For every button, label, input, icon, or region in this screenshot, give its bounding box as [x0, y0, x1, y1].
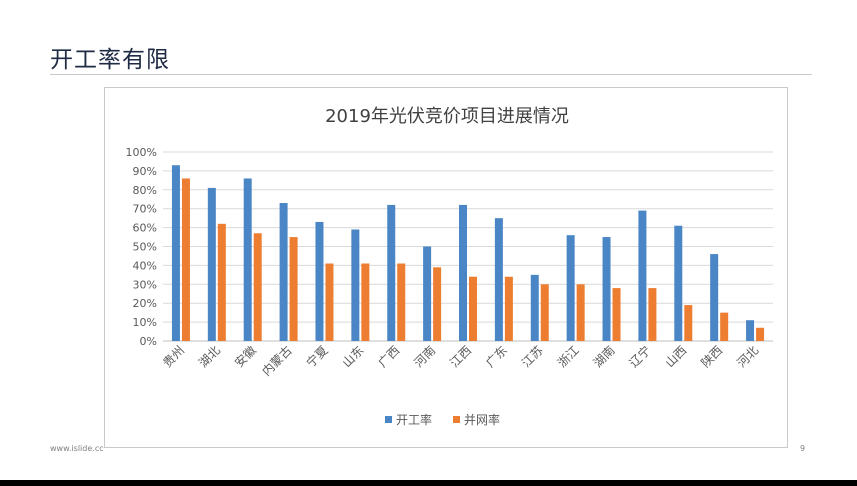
bar-kaigong: [530, 274, 539, 341]
x-tick-label: 河北: [734, 343, 761, 370]
chart-frame: 2019年光伏竞价项目进展情况 0% 10% 20% 30% 40% 50% 60% 70% 8…: [104, 87, 788, 448]
title-divider: [50, 74, 812, 75]
y-tick-label: 70%: [133, 203, 157, 216]
bar-bingwang: [217, 223, 226, 341]
x-tick-label: 广东: [483, 343, 510, 370]
bar-bingwang: [469, 276, 477, 341]
bar-bingwang: [433, 267, 442, 341]
bar-kaigong: [279, 203, 288, 341]
x-tick-label: 山东: [340, 343, 367, 370]
bar-kaigong: [566, 235, 575, 341]
bar-bingwang: [181, 178, 190, 341]
x-tick-label: 陕西: [698, 343, 726, 371]
bar-bingwang: [576, 284, 585, 341]
y-tick-label: 60%: [133, 222, 157, 235]
footer-url: www.islide.cc: [50, 444, 104, 453]
bar-kaigong: [171, 165, 180, 341]
bar-bingwang: [397, 263, 406, 341]
gridlines: [163, 151, 773, 342]
y-tick-label: 10%: [133, 316, 157, 329]
x-tick-label: 湖南: [590, 343, 618, 371]
bar-kaigong: [423, 246, 432, 341]
bar-kaigong: [207, 187, 216, 341]
bar-bingwang: [684, 305, 693, 341]
bar-bingwang: [756, 327, 765, 341]
x-tick-label: 江苏: [519, 343, 546, 370]
x-tick-label: 广西: [375, 343, 402, 370]
bar-kaigong: [315, 221, 324, 341]
legend-swatch: [453, 416, 460, 423]
x-tick-label: 内蒙古: [259, 343, 295, 379]
bar-kaigong: [387, 204, 396, 341]
bar-bingwang: [612, 288, 621, 341]
y-tick-label: 50%: [133, 241, 157, 254]
bars: [171, 165, 765, 341]
x-tick-label: 贵州: [160, 343, 187, 370]
y-axis-ticks: 0% 10% 20% 30% 40% 50% 60% 70% 80% 90% 100%: [126, 146, 157, 348]
x-tick-label: 山西: [663, 343, 690, 370]
x-tick-label: 辽宁: [626, 343, 654, 371]
legend: 开工率 并网率: [385, 412, 500, 427]
page-number: 9: [800, 444, 806, 453]
x-tick-label: 河南: [411, 343, 439, 371]
y-tick-label: 20%: [133, 297, 157, 310]
x-axis-ticks: 贵州 湖北 安徽 内蒙古 宁夏 山东 广西 河南 江西 广东 江苏 浙江 湖南 辽宁 山西 陕西 河北: [160, 343, 761, 379]
x-tick-label: 湖北: [195, 343, 223, 371]
y-tick-label: 100%: [126, 146, 157, 159]
bar-bingwang: [253, 233, 262, 341]
bottom-bar: [0, 480, 857, 486]
legend-label: 开工率: [396, 412, 432, 427]
slide-title: 开工率有限: [50, 47, 170, 73]
bar-bingwang: [720, 312, 729, 341]
bar-bingwang: [504, 276, 513, 341]
bar-bingwang: [540, 284, 549, 341]
y-tick-label: 0%: [140, 335, 157, 348]
x-tick-label: 浙江: [555, 343, 582, 370]
bar-kaigong: [494, 218, 503, 341]
y-tick-label: 40%: [133, 259, 157, 272]
chart-title: 2019年光伏竞价项目进展情况: [325, 106, 569, 127]
bar-bingwang: [648, 288, 657, 341]
bar-kaigong: [674, 225, 683, 341]
x-tick-label: 宁夏: [303, 343, 331, 371]
y-tick-label: 80%: [133, 184, 157, 197]
legend-label: 并网率: [464, 412, 500, 427]
bar-kaigong: [638, 210, 647, 341]
x-tick-label: 安徽: [231, 343, 259, 371]
bar-chart: 2019年光伏竞价项目进展情况 0% 10% 20% 30% 40% 50% 60% 70% 8…: [126, 106, 773, 427]
y-tick-label: 90%: [133, 165, 157, 178]
x-tick-label: 江西: [447, 343, 474, 370]
bar-kaigong: [746, 320, 755, 341]
y-tick-label: 30%: [133, 278, 157, 291]
bar-kaigong: [351, 229, 360, 341]
bar-bingwang: [325, 263, 334, 341]
bar-bingwang: [361, 263, 370, 341]
bar-bingwang: [289, 237, 298, 341]
bar-kaigong: [243, 178, 252, 341]
bar-kaigong: [710, 254, 719, 341]
bar-kaigong: [602, 237, 611, 341]
legend-swatch: [385, 416, 392, 423]
bar-kaigong: [459, 204, 467, 341]
